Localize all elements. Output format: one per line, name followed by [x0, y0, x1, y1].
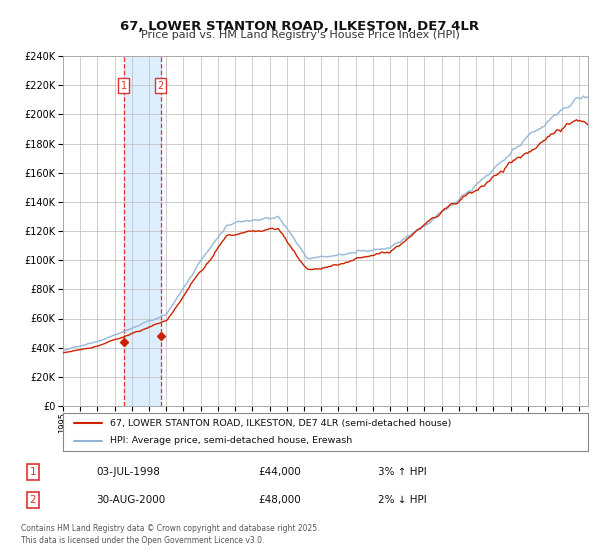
Text: 2: 2 [29, 495, 37, 505]
Text: 2% ↓ HPI: 2% ↓ HPI [378, 495, 427, 505]
Text: £44,000: £44,000 [258, 467, 301, 477]
Text: 2: 2 [157, 81, 164, 91]
Text: Contains HM Land Registry data © Crown copyright and database right 2025.
This d: Contains HM Land Registry data © Crown c… [21, 524, 320, 545]
Text: 30-AUG-2000: 30-AUG-2000 [96, 495, 165, 505]
Text: 03-JUL-1998: 03-JUL-1998 [96, 467, 160, 477]
Text: £48,000: £48,000 [258, 495, 301, 505]
Text: 3% ↑ HPI: 3% ↑ HPI [378, 467, 427, 477]
Bar [124, 56, 161, 406]
Text: 67, LOWER STANTON ROAD, ILKESTON, DE7 4LR (semi-detached house): 67, LOWER STANTON ROAD, ILKESTON, DE7 4L… [110, 418, 452, 427]
Text: HPI: Average price, semi-detached house, Erewash: HPI: Average price, semi-detached house,… [110, 436, 353, 445]
Text: 1: 1 [121, 81, 127, 91]
Text: 67, LOWER STANTON ROAD, ILKESTON, DE7 4LR: 67, LOWER STANTON ROAD, ILKESTON, DE7 4L… [121, 20, 479, 32]
Text: 1: 1 [29, 467, 37, 477]
Text: Price paid vs. HM Land Registry's House Price Index (HPI): Price paid vs. HM Land Registry's House … [140, 30, 460, 40]
